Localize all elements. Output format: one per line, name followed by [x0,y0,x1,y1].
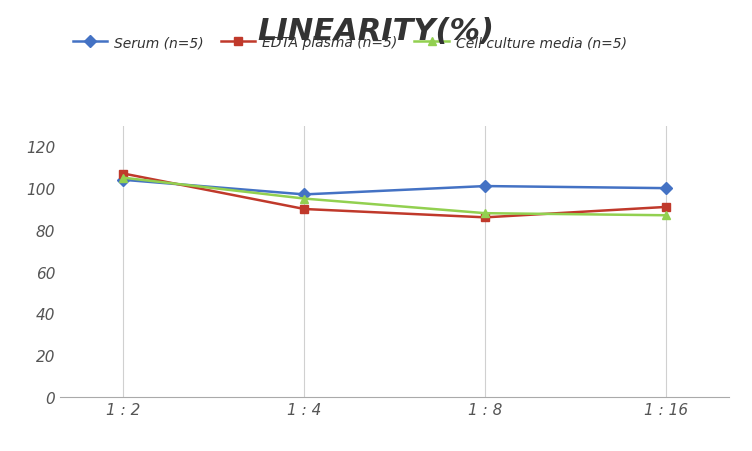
Serum (n=5) [300,192,309,198]
Line: EDTA plasma (n=5): EDTA plasma (n=5) [120,170,670,222]
Text: LINEARITY(%): LINEARITY(%) [257,17,495,46]
EDTA plasma (n=5) [119,171,128,177]
Serum (n=5) [481,184,490,189]
EDTA plasma (n=5) [300,207,309,212]
EDTA plasma (n=5) [481,215,490,221]
Cell culture media (n=5) [662,213,671,218]
Legend: Serum (n=5), EDTA plasma (n=5), Cell culture media (n=5): Serum (n=5), EDTA plasma (n=5), Cell cul… [67,30,632,55]
EDTA plasma (n=5) [662,205,671,210]
Line: Cell culture media (n=5): Cell culture media (n=5) [120,174,670,220]
Cell culture media (n=5) [481,211,490,216]
Cell culture media (n=5) [300,197,309,202]
Line: Serum (n=5): Serum (n=5) [120,176,670,199]
Serum (n=5) [662,186,671,191]
Cell culture media (n=5) [119,175,128,181]
Serum (n=5) [119,178,128,183]
